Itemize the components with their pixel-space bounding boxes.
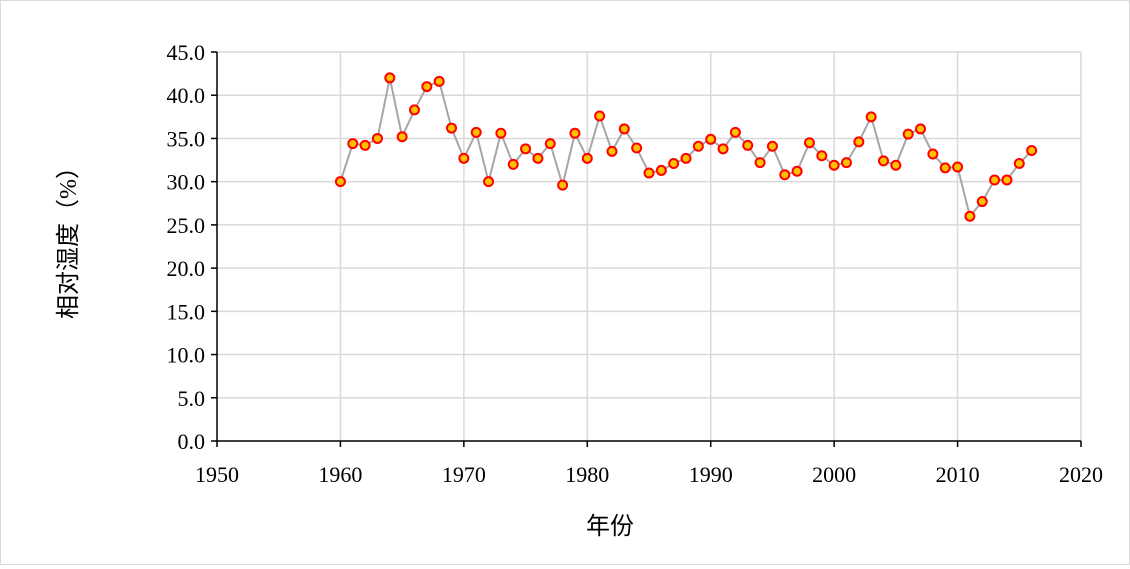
x-tick-label: 1960 bbox=[318, 462, 362, 487]
data-point bbox=[828, 159, 840, 171]
data-point bbox=[1013, 158, 1025, 170]
y-tick-label: 5.0 bbox=[178, 386, 206, 411]
y-tick-label: 10.0 bbox=[167, 343, 206, 368]
data-point bbox=[865, 111, 877, 123]
data-point bbox=[1001, 174, 1013, 186]
data-point bbox=[976, 196, 988, 208]
data-point bbox=[853, 136, 865, 148]
data-point bbox=[557, 179, 569, 191]
data-point bbox=[458, 152, 470, 164]
data-point bbox=[495, 127, 507, 139]
data-point bbox=[952, 161, 964, 173]
x-tick-label: 2020 bbox=[1059, 462, 1103, 487]
x-tick-label: 2000 bbox=[812, 462, 856, 487]
tick-labels: 0.0 5.0 10.0 15.0 20.0 25.0 30.0 35.0 40.0 45.0 19… bbox=[167, 40, 1104, 487]
y-tick-label: 40.0 bbox=[167, 83, 206, 108]
x-tick-label: 1970 bbox=[442, 462, 486, 487]
y-tick-label: 0.0 bbox=[178, 429, 206, 454]
data-point bbox=[939, 162, 951, 174]
data-point bbox=[803, 137, 815, 149]
data-point bbox=[433, 75, 445, 87]
data-point bbox=[1026, 145, 1038, 157]
data-point bbox=[766, 140, 778, 152]
y-tick-label: 30.0 bbox=[167, 170, 206, 195]
data-point bbox=[779, 169, 791, 181]
data-point bbox=[347, 138, 359, 150]
data-point bbox=[754, 157, 766, 169]
data-point bbox=[705, 133, 717, 145]
data-point bbox=[618, 123, 630, 135]
data-point bbox=[668, 158, 680, 170]
series-line-path bbox=[339, 77, 1033, 219]
x-tick-label: 1990 bbox=[689, 462, 733, 487]
y-tick-label: 15.0 bbox=[167, 299, 206, 324]
data-point bbox=[643, 167, 655, 179]
data-point bbox=[396, 131, 408, 143]
data-point bbox=[902, 128, 914, 140]
data-point bbox=[878, 155, 890, 167]
y-tick-label: 45.0 bbox=[167, 40, 206, 65]
data-point bbox=[470, 126, 482, 138]
x-tick-label: 1980 bbox=[565, 462, 609, 487]
data-point bbox=[544, 138, 556, 150]
data-point bbox=[692, 140, 704, 152]
data-point bbox=[371, 132, 383, 144]
y-axis-title: 相对湿度（%） bbox=[55, 155, 82, 319]
data-point bbox=[594, 110, 606, 122]
data-point bbox=[581, 152, 593, 164]
data-point bbox=[606, 145, 618, 157]
data-point bbox=[964, 210, 976, 222]
data-point bbox=[840, 157, 852, 169]
data-point bbox=[816, 150, 828, 162]
data-point bbox=[890, 159, 902, 171]
data-point bbox=[927, 148, 939, 160]
data-point bbox=[334, 176, 346, 188]
x-axis-title: 年份 bbox=[586, 513, 634, 540]
series-line bbox=[339, 77, 1033, 219]
data-point bbox=[421, 81, 433, 93]
x-tick-label: 1950 bbox=[195, 462, 239, 487]
data-point bbox=[384, 72, 396, 84]
data-point bbox=[915, 123, 927, 135]
series-markers bbox=[334, 72, 1038, 222]
data-point bbox=[717, 143, 729, 155]
data-point bbox=[446, 122, 458, 134]
x-tick-label: 2010 bbox=[936, 462, 980, 487]
axes bbox=[211, 51, 1082, 447]
data-point bbox=[729, 126, 741, 138]
data-point bbox=[359, 139, 371, 151]
data-point bbox=[680, 152, 692, 164]
data-point bbox=[655, 164, 667, 176]
y-tick-label: 25.0 bbox=[167, 213, 206, 238]
data-point bbox=[791, 165, 803, 177]
data-point bbox=[532, 152, 544, 164]
data-point bbox=[408, 104, 420, 116]
data-point bbox=[631, 142, 643, 154]
data-point bbox=[742, 139, 754, 151]
data-point bbox=[507, 158, 519, 170]
gridlines bbox=[217, 51, 1082, 441]
data-point bbox=[483, 176, 495, 188]
data-point bbox=[989, 174, 1001, 186]
y-tick-label: 35.0 bbox=[167, 126, 206, 151]
data-point bbox=[520, 143, 532, 155]
y-tick-label: 20.0 bbox=[167, 256, 206, 281]
data-point bbox=[569, 127, 581, 139]
